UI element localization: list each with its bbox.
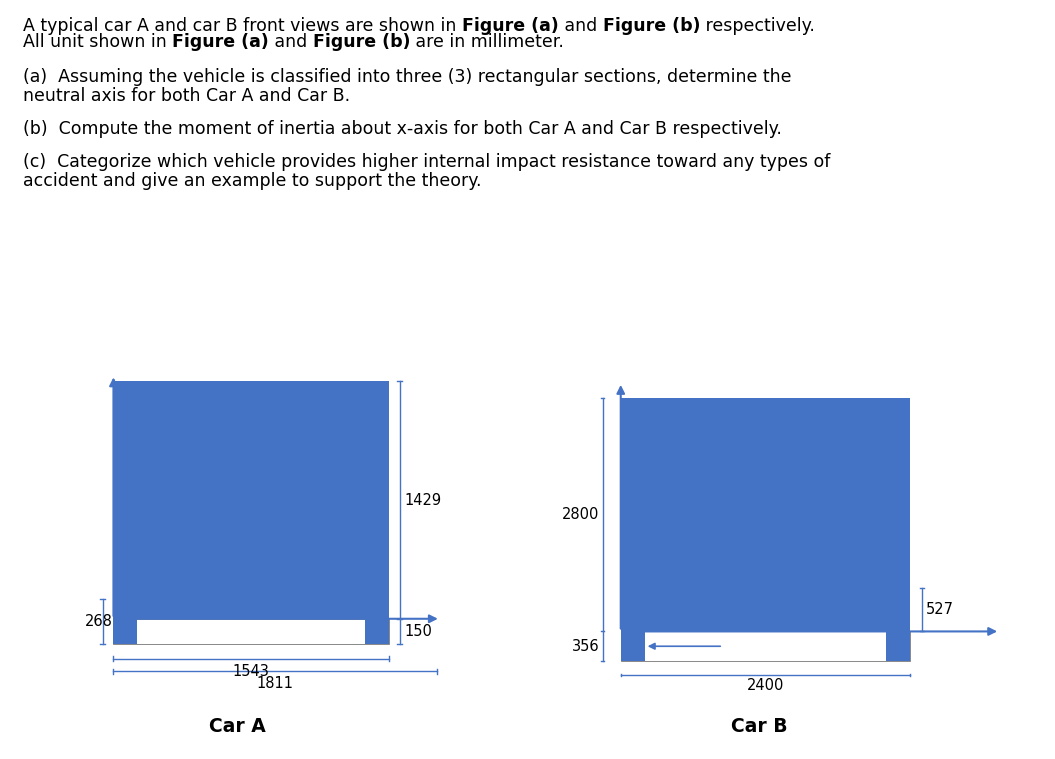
Bar (620, 631, 909, 661)
Bar (114, 619, 137, 644)
Text: 1429: 1429 (404, 493, 442, 508)
Text: 1543: 1543 (233, 663, 270, 679)
Text: Figure (a): Figure (a) (462, 17, 559, 35)
Text: 268: 268 (84, 614, 113, 629)
Text: 2800: 2800 (562, 507, 599, 522)
Bar (620, 398, 909, 631)
Bar (114, 619, 389, 644)
Text: Car A: Car A (209, 717, 266, 736)
Text: 527: 527 (925, 602, 954, 617)
Text: are in millimeter.: are in millimeter. (410, 33, 564, 52)
Text: Figure (b): Figure (b) (313, 33, 410, 52)
Text: 356: 356 (572, 639, 599, 653)
Text: 2400: 2400 (747, 678, 784, 693)
Text: A typical car A and car B front views are shown in: A typical car A and car B front views ar… (23, 17, 462, 35)
Text: and: and (559, 17, 602, 35)
Text: All unit shown in: All unit shown in (23, 33, 172, 52)
Text: Car B: Car B (731, 717, 788, 736)
Bar (620, 631, 645, 661)
Text: Figure (b): Figure (b) (602, 17, 701, 35)
Bar (885, 631, 909, 661)
Text: neutral axis for both Car A and Car B.: neutral axis for both Car A and Car B. (23, 87, 350, 106)
Bar (365, 619, 389, 644)
Text: 1811: 1811 (256, 676, 293, 691)
Text: respectively.: respectively. (701, 17, 814, 35)
Text: accident and give an example to support the theory.: accident and give an example to support … (23, 172, 482, 191)
Text: (a)  Assuming the vehicle is classified into three (3) rectangular sections, det: (a) Assuming the vehicle is classified i… (23, 68, 791, 87)
Bar (114, 381, 389, 619)
Text: (c)  Categorize which vehicle provides higher internal impact resistance toward : (c) Categorize which vehicle provides hi… (23, 153, 830, 172)
Text: and: and (269, 33, 313, 52)
Text: (b)  Compute the moment of inertia about x-axis for both Car A and Car B respect: (b) Compute the moment of inertia about … (23, 120, 782, 138)
Text: 150: 150 (404, 624, 433, 639)
Text: Figure (a): Figure (a) (172, 33, 269, 52)
